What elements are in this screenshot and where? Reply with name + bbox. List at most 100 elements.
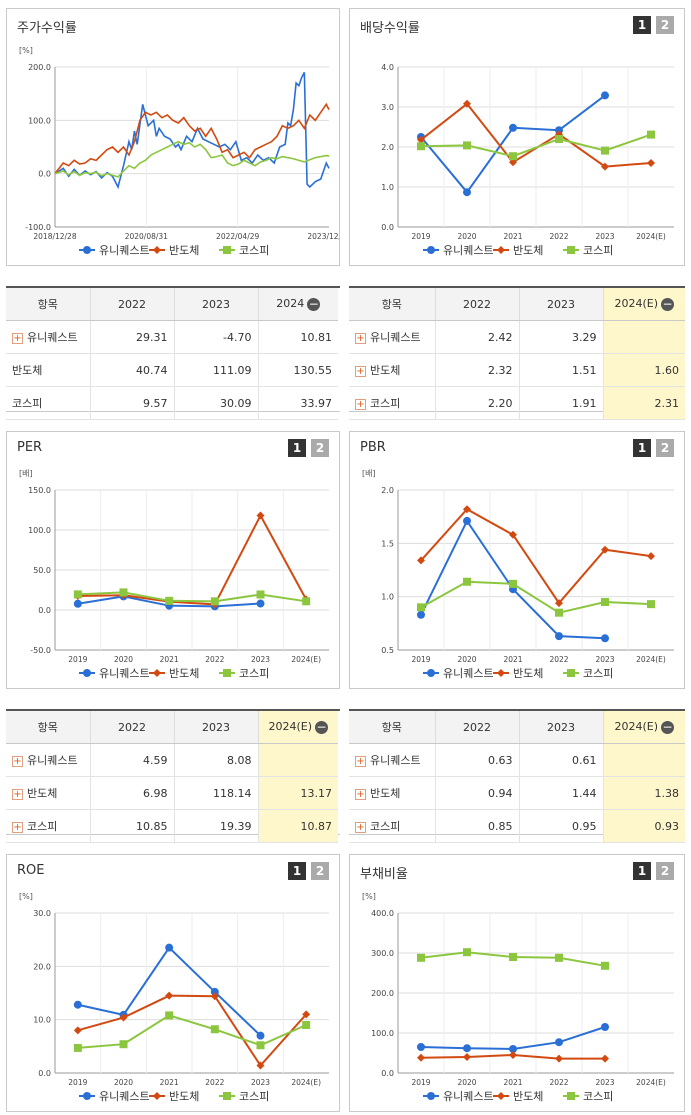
data-point (210, 987, 219, 996)
data-point (119, 1013, 128, 1022)
expand-icon[interactable]: + (355, 398, 366, 410)
data-point (555, 1038, 563, 1047)
data-point (165, 1011, 174, 1020)
x-tick-label: 2022 (549, 1078, 568, 1087)
table-cell: 0.61 (519, 743, 604, 777)
page-2-button[interactable]: 2 (311, 862, 329, 880)
table-cell: 13.17 (258, 776, 338, 810)
x-tick-label: 2021 (160, 1078, 179, 1087)
series-line (77, 591, 307, 603)
table-cell: 10.81 (258, 320, 338, 354)
legend-label: 코스피 (239, 244, 269, 257)
legend-label: 반도체 (513, 244, 543, 257)
x-tick-label: 2019 (68, 655, 87, 664)
header-item: 항목 (349, 711, 436, 744)
table-cell: 0.93 (603, 809, 685, 843)
table-row: + 유니퀘스트 0.63 0.61 (349, 743, 685, 777)
row-name: + 유니퀘스트 (349, 320, 436, 354)
data-point (302, 1010, 311, 1019)
x-tick-label: 2020 (457, 655, 476, 664)
collapse-icon[interactable]: − (661, 296, 675, 311)
series-0 (73, 943, 265, 1040)
data-point (555, 632, 563, 641)
x-tick-label: 2021 (503, 232, 522, 241)
y-tick-label: 4.0 (381, 63, 394, 72)
y-tick-label: -50.0 (30, 646, 51, 655)
row-name: + 반도체 (349, 776, 436, 810)
y-tick-label: 0.0 (38, 170, 51, 179)
expand-icon[interactable]: + (12, 788, 23, 800)
page-2-button[interactable]: 2 (311, 439, 329, 457)
page-1-button[interactable]: 1 (288, 439, 306, 457)
collapse-icon[interactable]: − (307, 296, 321, 311)
expand-icon[interactable]: + (12, 755, 23, 767)
expand-icon[interactable]: + (355, 755, 366, 767)
y-tick-label: 150.0 (28, 486, 51, 495)
legend-marker (567, 1092, 575, 1100)
x-tick-label: 2022 (549, 232, 568, 241)
table-cell: -4.70 (174, 320, 259, 354)
expand-icon[interactable]: + (12, 332, 23, 344)
page-2-button[interactable]: 2 (656, 439, 674, 457)
x-tick-label: 2023 (595, 1078, 614, 1087)
page-2-button[interactable]: 2 (656, 862, 674, 880)
panel-stock: 주가수익률 [%] 200.0 100.0 0.0 -100.0 2018/12/28 20… (6, 8, 340, 266)
row-name: 코스피 (6, 386, 91, 420)
panel-title-debt: 부채비율 (360, 867, 408, 882)
data-point (555, 608, 563, 617)
data-point (647, 130, 655, 139)
page-1-button[interactable]: 1 (288, 862, 306, 880)
row-name: 반도체 (6, 353, 91, 387)
series-2 (54, 140, 330, 178)
table-pbr: 항목 2022 2023 2024(E) − + 유니퀘스트 0.63 0.61 + 반도체 0.94… (349, 709, 685, 843)
collapse-icon[interactable]: − (661, 719, 675, 734)
header-year: 2023 (174, 711, 259, 744)
expand-icon[interactable]: + (355, 788, 366, 800)
legend-marker (153, 246, 161, 254)
y-tick-label: 1.0 (381, 593, 394, 602)
page-1-button[interactable]: 1 (633, 16, 651, 34)
panel-debt: 부채비율 1 2 [%] 400.0 300.0 200.0 100.0 0.0 2019 2… (349, 854, 685, 1112)
x-tick-label: 2023 (251, 1078, 270, 1087)
data-point (601, 1023, 609, 1031)
chart-per: [배] 150.0 100.0 50.0 0.0 -50.0 2019 2020 2021 202… (19, 469, 329, 680)
pager-roe: 1 2 (288, 862, 329, 880)
y-tick-label: 300.0 (371, 949, 394, 958)
collapse-icon[interactable]: − (315, 719, 329, 734)
row-name: + 반도체 (349, 353, 436, 387)
y-tick-label: 50.0 (33, 566, 51, 575)
x-tick-label: 2020 (114, 655, 133, 664)
x-tick-label: 2022/04/29 (216, 232, 259, 241)
page-1-button[interactable]: 1 (633, 862, 651, 880)
header-year: 2022 (435, 711, 520, 744)
row-name: + 코스피 (349, 386, 436, 420)
table-row: + 코스피 2.20 1.91 2.31 (349, 386, 685, 420)
x-tick-label: 2024(E) (291, 655, 321, 664)
x-tick-label: 2020 (114, 1078, 133, 1087)
data-point (417, 1053, 425, 1062)
series-line (54, 140, 330, 178)
chart-debt: [%] 400.0 300.0 200.0 100.0 0.0 2019 2020 2021 20… (362, 892, 674, 1103)
series-1 (417, 1051, 609, 1063)
legend-marker (223, 669, 231, 677)
expand-icon[interactable]: + (12, 821, 23, 833)
page-2-button[interactable]: 2 (656, 16, 674, 34)
row-name: + 유니퀘스트 (349, 743, 436, 777)
panel-pbr: PBR 1 2 [배] 2.0 1.5 1.0 0.5 2019 2020 2021 2022 2… (349, 431, 685, 689)
legend: 유니퀘스트 반도체 코스피 (423, 244, 613, 257)
y-tick-label: -100.0 (25, 223, 51, 232)
table-cell: 2.20 (435, 386, 520, 420)
x-tick-label: 2023/12/28 (307, 232, 340, 241)
expand-icon[interactable]: + (355, 821, 366, 833)
expand-icon[interactable]: + (355, 332, 366, 344)
series-1 (417, 505, 655, 608)
expand-icon[interactable]: + (355, 365, 366, 377)
table-cell: 0.95 (519, 809, 604, 843)
page-1-button[interactable]: 1 (633, 439, 651, 457)
data-point (555, 1054, 563, 1063)
table-cell: 3.29 (519, 320, 604, 354)
y-tick-label: 0.0 (381, 223, 394, 232)
panel-title-per: PER (17, 440, 43, 455)
series-0 (54, 71, 330, 190)
